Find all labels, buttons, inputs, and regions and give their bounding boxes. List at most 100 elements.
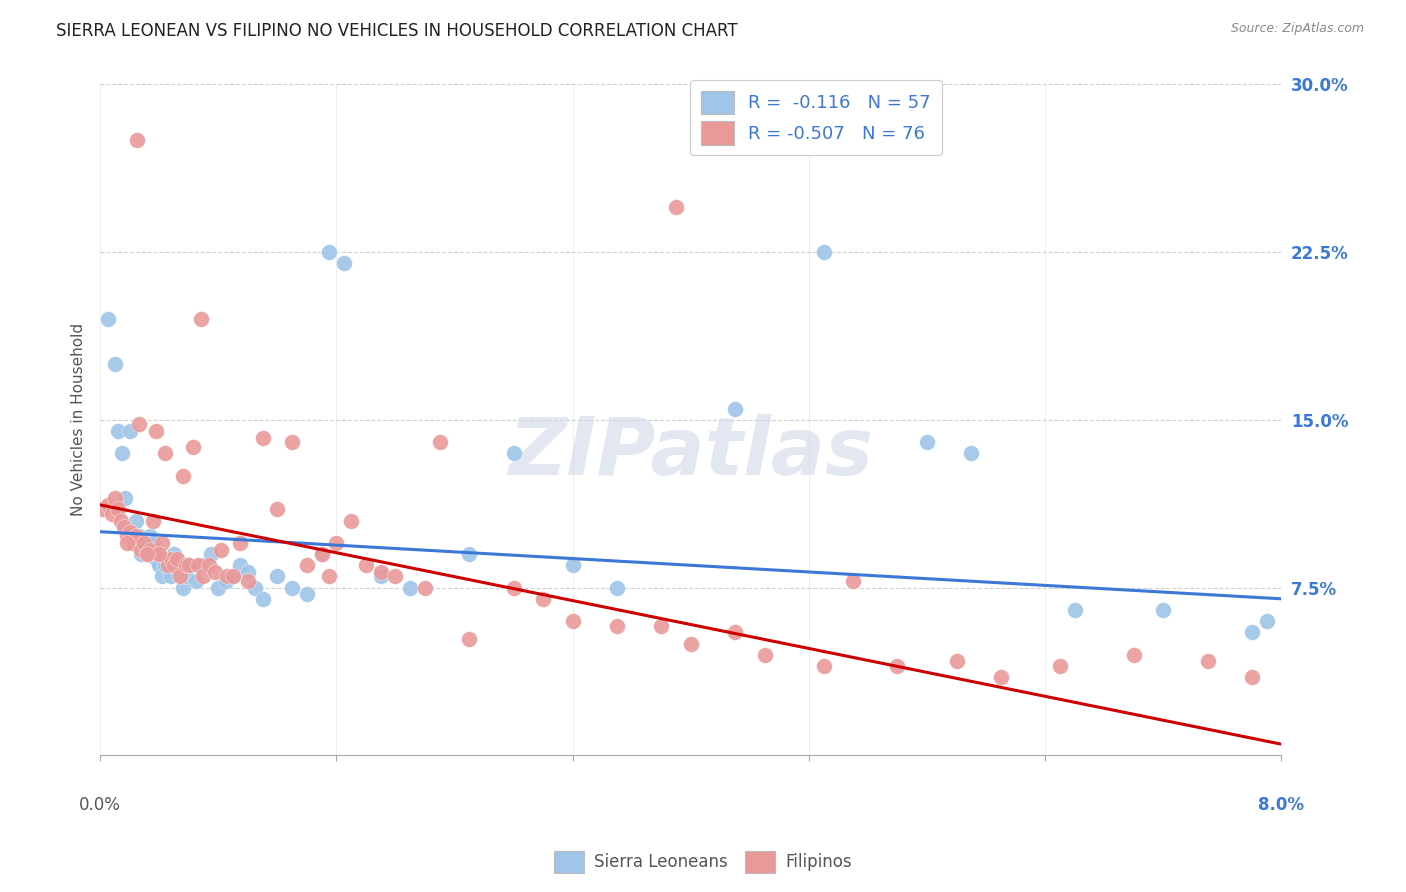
Point <box>318 569 340 583</box>
Legend: R =  -0.116   N = 57, R = -0.507   N = 76: R = -0.116 N = 57, R = -0.507 N = 76 <box>690 80 942 155</box>
Point <box>115 536 138 550</box>
Point <box>107 424 129 438</box>
Point <box>990 670 1012 684</box>
Point <box>915 435 938 450</box>
Point <box>150 569 173 583</box>
Point <box>679 636 702 650</box>
Point <box>124 514 146 528</box>
Point <box>1240 625 1263 640</box>
Text: SIERRA LEONEAN VS FILIPINO NO VEHICLES IN HOUSEHOLD CORRELATION CHART: SIERRA LEONEAN VS FILIPINO NO VEHICLES I… <box>56 22 738 40</box>
Point <box>886 659 908 673</box>
Point <box>281 581 304 595</box>
Point <box>458 547 481 561</box>
Point <box>217 569 239 583</box>
Point <box>724 401 747 416</box>
Point <box>166 558 188 573</box>
Point <box>131 542 153 557</box>
Point <box>502 446 524 460</box>
Point <box>157 551 180 566</box>
Point <box>198 558 221 573</box>
Point <box>148 547 170 561</box>
Point <box>107 502 129 516</box>
Point <box>1049 659 1071 673</box>
Point <box>252 591 274 606</box>
Point <box>91 502 114 516</box>
Point <box>236 565 259 579</box>
Point <box>311 547 333 561</box>
Point <box>136 547 159 561</box>
Point <box>163 558 186 573</box>
Point <box>193 569 215 583</box>
Point <box>842 574 865 588</box>
Text: ZIPatlas: ZIPatlas <box>508 415 873 492</box>
Point <box>136 542 159 557</box>
Point <box>160 551 183 566</box>
Point <box>458 632 481 646</box>
Point <box>561 614 583 628</box>
Point <box>1152 603 1174 617</box>
Point <box>1063 603 1085 617</box>
Point <box>163 547 186 561</box>
Point <box>754 648 776 662</box>
Point <box>128 417 150 432</box>
Point <box>153 558 176 573</box>
Point <box>214 574 236 588</box>
Point <box>101 507 124 521</box>
Point <box>266 569 288 583</box>
Point <box>153 446 176 460</box>
Point <box>124 529 146 543</box>
Point <box>96 498 118 512</box>
Point <box>169 565 191 579</box>
Point <box>340 514 363 528</box>
Point <box>174 558 197 573</box>
Point <box>181 440 204 454</box>
Point <box>111 446 134 460</box>
Point <box>281 435 304 450</box>
Point <box>114 491 136 505</box>
Point <box>121 536 143 550</box>
Point <box>139 529 162 543</box>
Point <box>311 547 333 561</box>
Point <box>606 618 628 632</box>
Point <box>502 581 524 595</box>
Point <box>1240 670 1263 684</box>
Point <box>665 201 688 215</box>
Point <box>166 551 188 566</box>
Point <box>118 424 141 438</box>
Point <box>125 133 148 147</box>
Point <box>193 558 215 573</box>
Point <box>131 547 153 561</box>
Point <box>172 468 194 483</box>
Point <box>561 558 583 573</box>
Point <box>121 536 143 550</box>
Point <box>177 558 200 573</box>
Point <box>160 569 183 583</box>
Point <box>115 529 138 543</box>
Text: Source: ZipAtlas.com: Source: ZipAtlas.com <box>1230 22 1364 36</box>
Point <box>222 569 245 583</box>
Point <box>204 565 226 579</box>
Point <box>945 655 967 669</box>
Point <box>606 581 628 595</box>
Point <box>429 435 451 450</box>
Point <box>295 558 318 573</box>
Point <box>145 551 167 566</box>
Point <box>243 581 266 595</box>
Point <box>200 547 222 561</box>
Point <box>332 256 354 270</box>
Point <box>531 591 554 606</box>
Point <box>134 536 156 550</box>
Point <box>295 587 318 601</box>
Point <box>139 542 162 557</box>
Point <box>209 542 232 557</box>
Point <box>813 245 835 260</box>
Point <box>1122 648 1144 662</box>
Point <box>177 558 200 573</box>
Point <box>190 312 212 326</box>
Point <box>145 424 167 438</box>
Point <box>184 574 207 588</box>
Point <box>252 431 274 445</box>
Point <box>318 245 340 260</box>
Point <box>128 529 150 543</box>
Text: 0.0%: 0.0% <box>79 796 121 814</box>
